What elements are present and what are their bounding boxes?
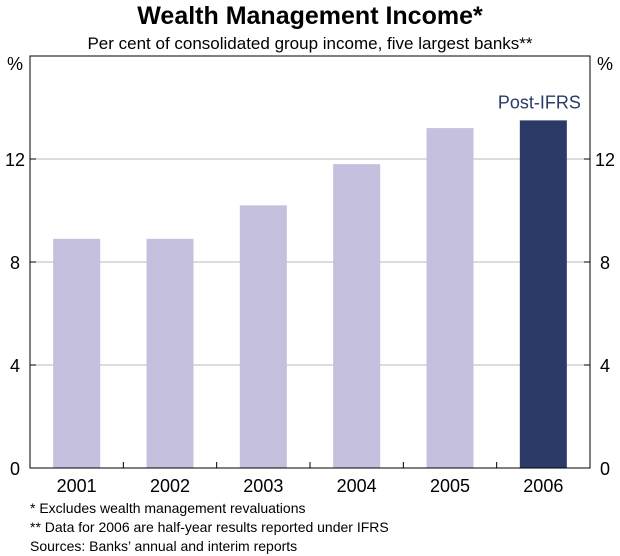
grid-layer bbox=[30, 158, 590, 366]
y-tick-label-left: 8 bbox=[10, 253, 20, 273]
annotation-post-ifrs: Post-IFRS bbox=[498, 92, 581, 112]
y-axis-label-right: % bbox=[597, 54, 613, 74]
chart-title: Wealth Management Income* bbox=[137, 2, 483, 30]
bar-2003 bbox=[239, 205, 287, 468]
x-tick-label: 2002 bbox=[150, 476, 190, 496]
bar-2004 bbox=[333, 164, 381, 468]
footnote-1: * Excludes wealth management revaluation… bbox=[30, 500, 306, 516]
y-tick-label-left: 4 bbox=[10, 356, 20, 376]
bar-2006 bbox=[519, 120, 567, 468]
labels-layer: 2001 2002 2003 2004 2005 2006 Post-IFRS bbox=[57, 92, 581, 496]
y-tick-label-right: 0 bbox=[600, 459, 610, 479]
y-tick-label-right: 8 bbox=[600, 253, 610, 273]
footnote-sources: Sources: Banks’ annual and interim repor… bbox=[30, 538, 298, 554]
bar-2001 bbox=[53, 238, 101, 468]
y-tick-label-right: 12 bbox=[595, 150, 615, 170]
y-tick-label-left: 0 bbox=[10, 459, 20, 479]
y-tick-label-right: 4 bbox=[600, 356, 610, 376]
y-tick-label-left: 12 bbox=[5, 150, 25, 170]
x-tick-label: 2006 bbox=[523, 476, 563, 496]
bar-2002 bbox=[146, 238, 194, 468]
bar-2005 bbox=[426, 128, 474, 468]
ticks-layer: 0 0 4 4 8 8 12 12 bbox=[5, 150, 615, 479]
footnote-2: ** Data for 2006 are half-year results r… bbox=[30, 519, 389, 535]
x-tick-label: 2003 bbox=[243, 476, 283, 496]
footnotes: * Excludes wealth management revaluation… bbox=[30, 499, 389, 556]
chart-subtitle: Per cent of consolidated group income, f… bbox=[87, 34, 532, 53]
bars-layer bbox=[53, 120, 567, 468]
x-tick-label: 2001 bbox=[57, 476, 97, 496]
x-tick-label: 2005 bbox=[430, 476, 470, 496]
y-axis-label-left: % bbox=[7, 54, 23, 74]
x-tick-label: 2004 bbox=[337, 476, 377, 496]
